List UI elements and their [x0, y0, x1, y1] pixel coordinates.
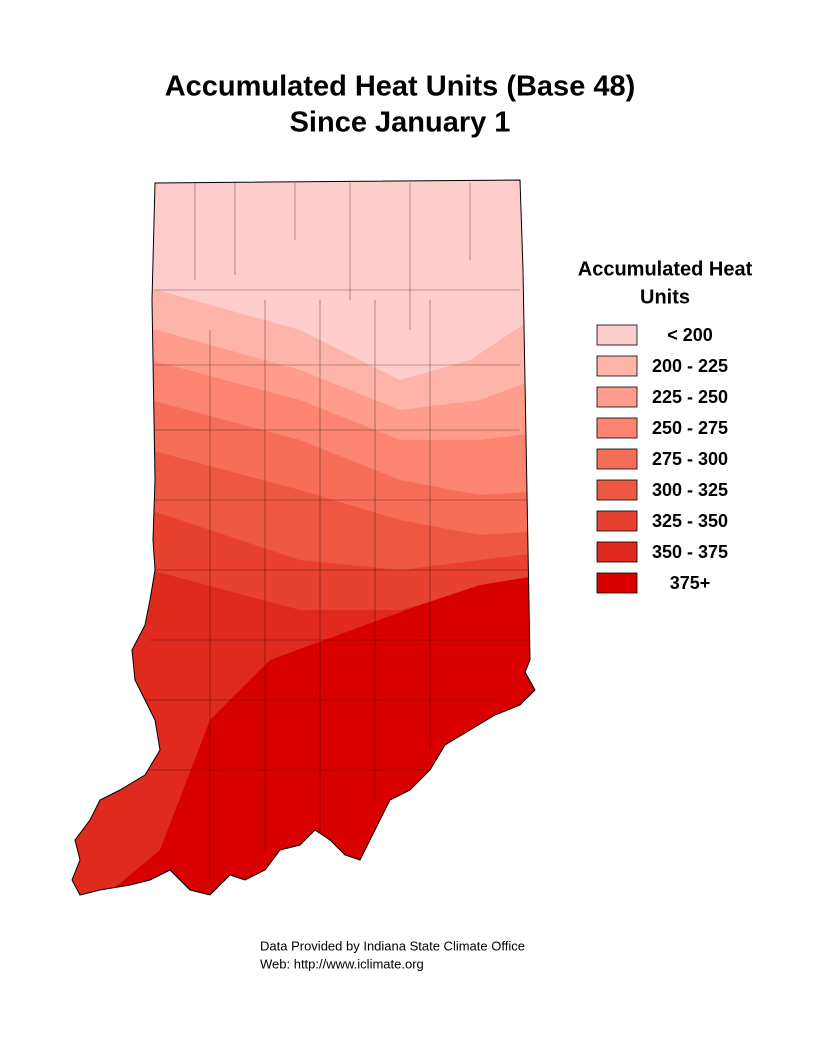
legend-label: 250 - 275: [652, 418, 728, 438]
legend-title: Accumulated Heat: [578, 258, 753, 280]
legend-swatch: [596, 479, 638, 501]
legend-swatch: [596, 324, 638, 346]
title: Since January 1: [290, 107, 511, 139]
legend-label: < 200: [667, 325, 713, 345]
legend-label: 300 - 325: [652, 480, 728, 500]
legend-swatch: [596, 510, 638, 532]
legend: < 200 200 - 225 225 - 250 250 - 275 275 - 30…: [596, 324, 728, 594]
title: Accumulated Heat Units (Base 48): [165, 71, 636, 103]
legend-swatch: [596, 386, 638, 408]
footer: Data Provided by Indiana State Climate O…: [260, 938, 525, 953]
legend-label: 225 - 250: [652, 387, 728, 407]
footer: Web: http://www.iclimate.org: [260, 956, 424, 971]
legend-label: 375+: [670, 573, 711, 593]
legend-swatch: [596, 417, 638, 439]
legend-title: Units: [640, 286, 690, 308]
legend-swatch: [596, 541, 638, 563]
legend-label: 275 - 300: [652, 449, 728, 469]
legend-label: 350 - 375: [652, 542, 728, 562]
legend-label: 325 - 350: [652, 511, 728, 531]
legend-label: 200 - 225: [652, 356, 728, 376]
legend-swatch: [596, 448, 638, 470]
legend-swatch: [596, 572, 638, 594]
county-lines: [140, 183, 530, 880]
legend-swatch: [596, 355, 638, 377]
